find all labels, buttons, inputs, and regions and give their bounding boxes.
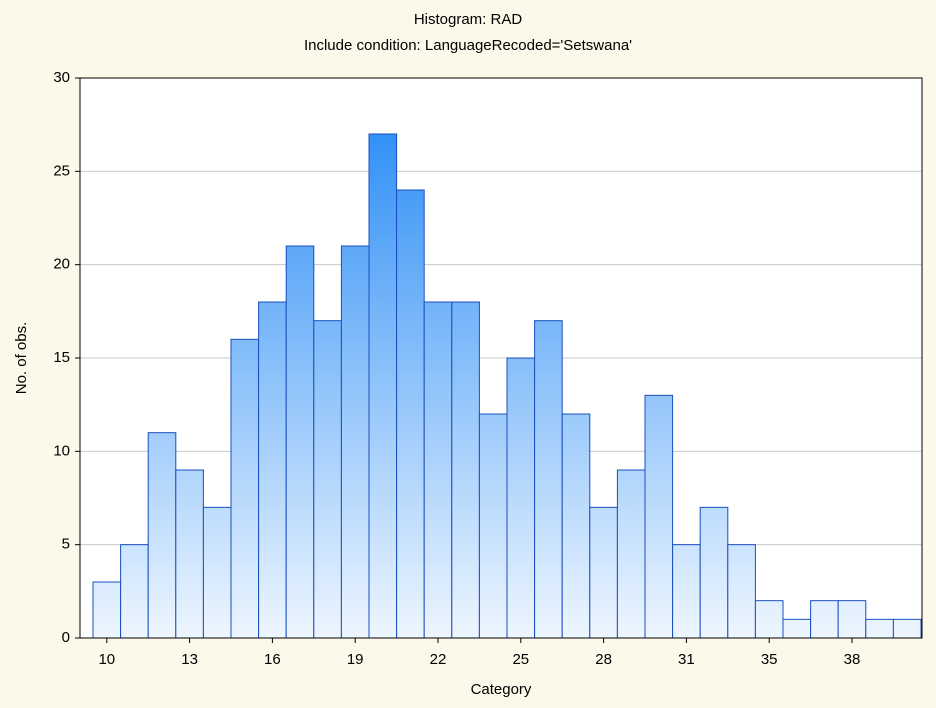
x-tick-label: 16 xyxy=(264,651,281,668)
y-axis-label: No. of obs. xyxy=(13,322,30,395)
y-tick-label: 0 xyxy=(62,629,70,646)
bar xyxy=(782,618,812,639)
bar xyxy=(506,357,536,639)
chart-title: Histogram: RAD xyxy=(414,11,523,28)
x-tick-label: 13 xyxy=(181,651,198,668)
plot-area xyxy=(79,77,923,639)
bar xyxy=(589,506,618,639)
bar xyxy=(368,133,398,639)
bar xyxy=(313,320,342,639)
y-tick-label: 5 xyxy=(62,536,70,553)
x-tick-label: 35 xyxy=(761,651,778,668)
bar xyxy=(616,469,646,639)
bar xyxy=(478,413,508,639)
x-tick-label: 28 xyxy=(595,651,612,668)
x-tick-label: 10 xyxy=(98,651,115,668)
chart-subtitle: Include condition: LanguageRecoded='Sets… xyxy=(304,37,632,54)
x-axis-label: Category xyxy=(471,681,532,698)
bar xyxy=(202,506,232,639)
bar xyxy=(865,618,894,639)
bar xyxy=(92,581,122,639)
x-tick-label: 31 xyxy=(678,651,695,668)
bar xyxy=(147,432,177,639)
y-tick-label: 20 xyxy=(53,256,70,273)
bar xyxy=(258,301,287,639)
bar xyxy=(534,320,563,639)
bar xyxy=(120,544,149,639)
x-tick-label: 38 xyxy=(844,651,861,668)
bar xyxy=(285,245,315,639)
bar xyxy=(396,189,425,639)
bar xyxy=(754,600,784,639)
bar xyxy=(672,544,701,639)
bar xyxy=(423,301,453,639)
bar xyxy=(230,338,260,639)
bar xyxy=(699,506,729,639)
bar xyxy=(892,618,922,639)
bar xyxy=(175,469,204,639)
x-tick-label: 19 xyxy=(347,651,364,668)
x-tick-label: 22 xyxy=(430,651,447,668)
bar xyxy=(561,413,591,639)
x-tick-label: 25 xyxy=(512,651,529,668)
bar xyxy=(837,600,867,639)
y-tick-label: 25 xyxy=(53,162,70,179)
bar xyxy=(727,544,756,639)
bar xyxy=(810,600,839,639)
bar xyxy=(340,245,370,639)
bar xyxy=(451,301,480,639)
bar xyxy=(644,394,674,639)
y-tick-label: 10 xyxy=(53,442,70,459)
y-tick-label: 30 xyxy=(53,69,70,86)
y-tick-label: 15 xyxy=(53,349,70,366)
